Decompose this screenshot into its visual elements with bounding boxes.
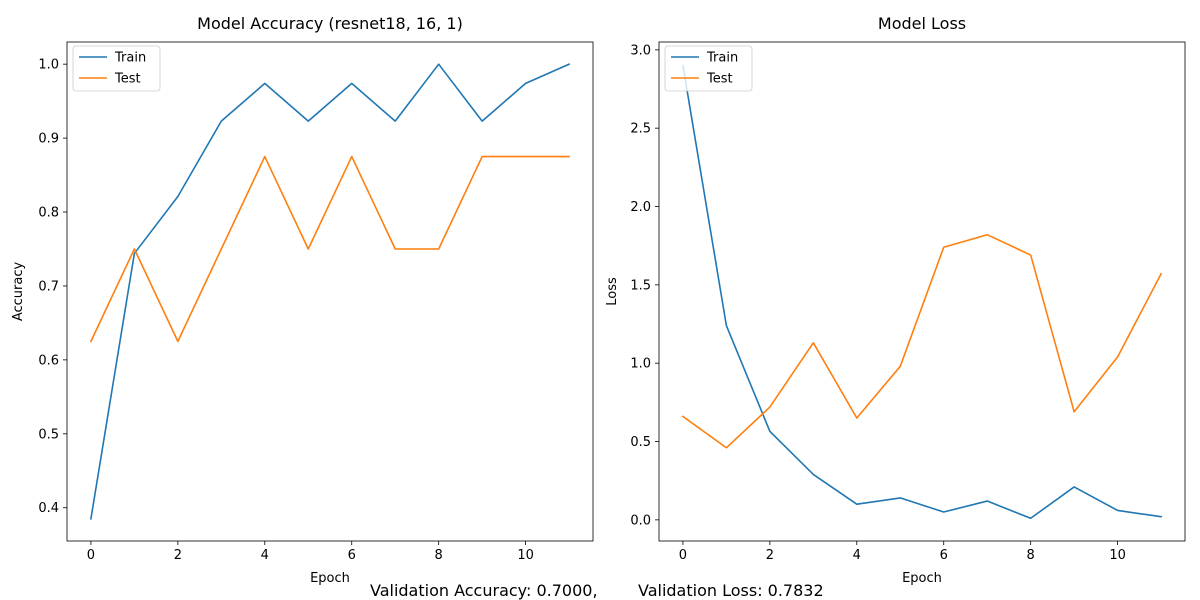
y-tick-label: 1.5 xyxy=(630,278,651,293)
y-tick-label: 2.0 xyxy=(630,200,651,215)
y-tick-label: 0.5 xyxy=(38,427,59,442)
validation-accuracy-text: Validation Accuracy: 0.7000, xyxy=(370,581,598,600)
y-axis-label: Loss xyxy=(605,277,620,306)
x-tick-label: 8 xyxy=(435,548,443,563)
y-tick-label: 1.0 xyxy=(630,357,651,372)
y-tick-label: 0.0 xyxy=(630,513,651,528)
legend-label-train: Train xyxy=(114,51,146,66)
x-tick-label: 2 xyxy=(174,548,182,563)
x-tick-label: 4 xyxy=(261,548,269,563)
y-tick-label: 2.5 xyxy=(630,122,651,137)
x-tick-label: 4 xyxy=(853,548,861,563)
y-tick-label: 0.6 xyxy=(38,353,59,368)
y-tick-label: 0.8 xyxy=(38,206,59,221)
chart-panel-loss: Model Loss 0 2 4 6 8 10 0.0 0.5 1.0 1.5 2.0 2.5 3.0 Ep… xyxy=(605,14,1186,586)
y-tick-label: 3.0 xyxy=(630,43,651,58)
chart-legend: Train Test xyxy=(664,45,753,92)
x-axis-label: Epoch xyxy=(310,571,350,586)
legend-label-test: Test xyxy=(114,72,141,87)
y-tick-label: 0.4 xyxy=(38,501,59,516)
series-line-test xyxy=(89,155,570,343)
x-tick-label: 10 xyxy=(1109,548,1126,563)
series-line-train xyxy=(681,64,1162,520)
x-tick-label: 2 xyxy=(766,548,774,563)
y-tick-label: 0.7 xyxy=(38,279,59,294)
legend-label-train: Train xyxy=(706,51,738,66)
chart-legend: Train Test xyxy=(72,45,161,92)
y-tick-label: 0.9 xyxy=(38,132,59,147)
chart-title: Model Accuracy (resnet18, 16, 1) xyxy=(197,14,463,33)
validation-loss-text: Validation Loss: 0.7832 xyxy=(638,581,824,600)
x-axis-label: Epoch xyxy=(902,571,942,586)
series-line-train xyxy=(89,63,571,520)
chart-panel-accuracy: Model Accuracy (resnet18, 16, 1) 0 2 4 6 8 10 0… xyxy=(11,14,594,586)
x-tick-label: 6 xyxy=(940,548,948,563)
legend-label-test: Test xyxy=(706,72,733,87)
footer-text: Validation Accuracy: 0.7000, Validation … xyxy=(0,582,1200,600)
plot-frame xyxy=(658,41,1186,542)
series-line-test xyxy=(681,233,1163,449)
y-tick-label: 1.0 xyxy=(38,58,59,73)
x-tick-label: 0 xyxy=(87,548,95,563)
y-axis-label: Accuracy xyxy=(11,262,26,322)
x-tick-label: 10 xyxy=(517,548,534,563)
y-tick-label: 0.5 xyxy=(630,435,651,450)
x-tick-label: 8 xyxy=(1027,548,1035,563)
plot-frame xyxy=(66,41,594,542)
x-tick-label: 6 xyxy=(348,548,356,563)
chart-title: Model Loss xyxy=(878,14,966,33)
x-tick-label: 0 xyxy=(679,548,687,563)
